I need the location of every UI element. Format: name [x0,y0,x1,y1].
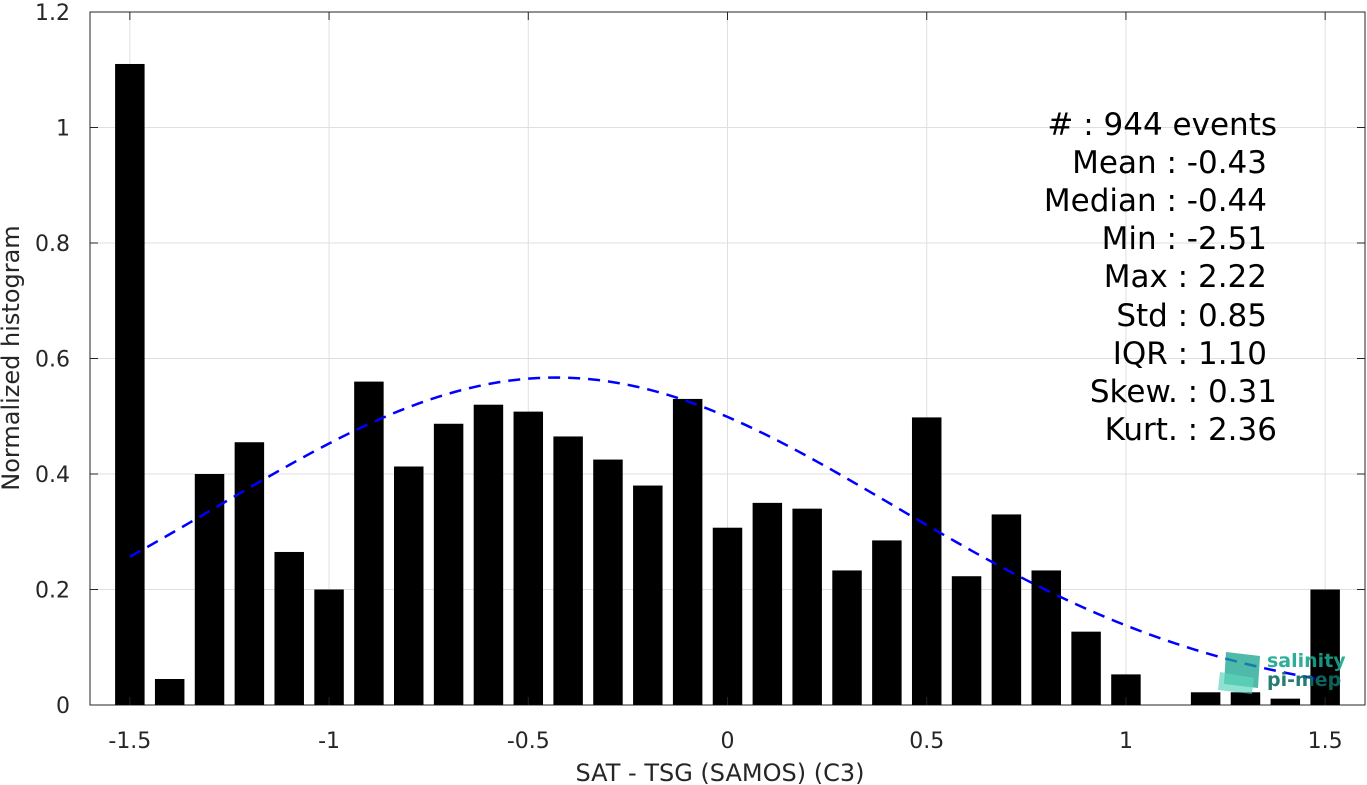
histogram-bar [314,589,344,705]
stats-kurt: Kurt. : 2.36 [1105,412,1277,448]
stats-skew: Skew. : 0.31 [1090,374,1277,410]
y-tick-labels: 0 0.2 0.4 0.6 0.8 1 1.2 [35,1,70,719]
stats-iqr: IQR : 1.10 [1113,336,1267,372]
salinity-pi-mep-logo: salinity pi-mep [1218,650,1346,694]
histogram-bars [115,63,1340,706]
x-tick-labels: -1.5 -1 -0.5 0 0.5 1 1.5 [108,729,1342,754]
histogram-bar [911,417,942,705]
histogram-bar [1270,698,1301,705]
logo-wave-shade-icon [1218,672,1254,694]
x-tick-label: -1 [318,729,340,754]
histogram-bar [1230,692,1261,705]
logo-line2: pi-mep [1267,669,1341,691]
stats-mean: Mean : -0.43 [1072,145,1267,181]
histogram-bar [194,474,225,705]
x-axis-label: SAT - TSG (SAMOS) (C3) [576,759,865,785]
histogram-bar [553,436,583,705]
stats-min: Min : -2.51 [1102,221,1267,257]
histogram-bar [1310,589,1340,705]
histogram-bar [792,508,822,705]
logo-line1: salinity [1267,650,1346,672]
x-tick-label: -1.5 [108,729,151,754]
histogram-bar [274,551,304,705]
histogram-bar [473,404,504,705]
x-tick-label: 0.5 [909,729,944,754]
stats-box: # : 944 events Mean : -0.43 Median : -0.… [1044,107,1277,448]
y-axis-label: Normalized histogram [0,225,25,490]
histogram-bar [1071,631,1101,705]
normal-fit-curve [129,376,1326,682]
stats-std: Std : 0.85 [1116,298,1267,334]
y-tick-label: 0.4 [35,463,70,488]
y-tick-label: 0.6 [35,348,70,373]
histogram-bar [394,466,424,705]
histogram-bar [354,381,384,705]
histogram-bar [991,514,1022,705]
histogram-bar [1031,570,1061,705]
x-tick-label: 1.5 [1308,729,1343,754]
histogram-bar [633,485,663,705]
histogram-bar [593,459,623,705]
histogram-bar [513,411,544,705]
histogram-bar [1190,692,1221,705]
y-tick-label: 0.8 [35,232,70,257]
histogram-bar [951,576,982,705]
histogram-bar [832,570,862,705]
histogram-bar [154,679,185,705]
y-tick-label: 1 [56,117,70,142]
stats-max: Max : 2.22 [1104,259,1267,295]
x-tick-label: 0 [721,729,735,754]
histogram-bar [433,423,464,705]
histogram-bar [234,442,265,705]
histogram-bar [752,502,783,705]
y-tick-label: 0 [56,694,70,719]
x-tick-label: 1 [1119,729,1133,754]
stats-events: # : 944 events [1047,107,1277,143]
y-tick-label: 0.2 [35,579,70,604]
histogram-bar [712,527,743,705]
histogram-bar [672,398,703,705]
y-tick-label: 1.2 [35,1,70,26]
histogram-bar [872,540,902,705]
histogram-bar [115,63,145,706]
x-tick-label: -0.5 [507,729,550,754]
axis-ticks [90,11,1365,706]
stats-median: Median : -0.44 [1044,183,1267,219]
